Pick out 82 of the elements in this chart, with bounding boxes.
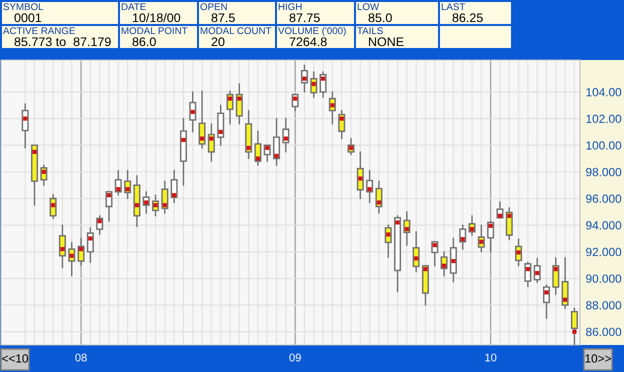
point [134, 203, 139, 208]
point [414, 256, 418, 261]
point [526, 267, 530, 272]
text: TAILS [357, 27, 383, 34]
text: 85.773 to 87.179 [14, 37, 111, 46]
text: 7264.8 [290, 37, 327, 46]
point [60, 247, 65, 252]
point [200, 136, 204, 141]
y-tick-label: 100.00 [586, 141, 622, 150]
x-tick-label: 10 [485, 354, 496, 362]
text: LOW [358, 3, 380, 10]
point [320, 76, 326, 81]
text: 87.75 [290, 13, 320, 22]
point [181, 138, 186, 142]
point [88, 236, 92, 241]
point [78, 247, 84, 252]
point [507, 214, 512, 218]
candlestick [570, 308, 578, 345]
point [488, 224, 493, 228]
text: 0001 [14, 13, 42, 22]
candlestick [356, 151, 364, 200]
text: MODAL POINT [122, 27, 188, 34]
y-tick-label: 92.000 [586, 248, 622, 256]
text: 86.25 [452, 13, 483, 22]
y-tick-label: 102.00 [586, 114, 622, 123]
point [404, 227, 409, 232]
text: ACTIVE RANGE [3, 27, 75, 34]
point [256, 156, 260, 161]
y-tick-label: 88.000 [586, 301, 622, 310]
candlestick [198, 90, 206, 149]
point [274, 154, 279, 158]
text: 10/18/00 [132, 13, 180, 22]
y-tick-label: 104.00 [586, 88, 622, 96]
point [106, 193, 112, 198]
point [572, 330, 576, 334]
y-tick-label: 98.000 [586, 168, 622, 176]
candlestick [236, 83, 243, 125]
point [228, 96, 232, 101]
point [554, 267, 558, 272]
point [460, 237, 465, 242]
point [162, 203, 167, 208]
point [32, 150, 37, 154]
x-tick-label: 09 [289, 354, 301, 362]
y-tick-label: 86.000 [586, 328, 622, 336]
text: SYMBOL [3, 3, 44, 10]
point [563, 298, 568, 302]
point [368, 187, 372, 192]
text: OPEN [200, 3, 227, 10]
point [246, 146, 251, 150]
y-tick-label: 94.000 [586, 221, 622, 230]
text: MODAL COUNT [200, 27, 272, 34]
text: HIGH [278, 3, 302, 10]
text: 85.0 [368, 13, 392, 22]
text: VOLUME ('000) [278, 27, 346, 36]
text: LAST [442, 3, 466, 10]
candlestick [58, 224, 66, 268]
point [451, 259, 456, 264]
point [395, 220, 400, 225]
point [209, 136, 214, 141]
point [218, 130, 223, 134]
point [442, 264, 446, 268]
point [358, 176, 362, 181]
point [376, 200, 382, 205]
point [172, 193, 176, 198]
point [116, 187, 120, 192]
text: 86.0 [132, 37, 156, 46]
text: DATE [122, 3, 146, 10]
point [23, 116, 28, 121]
point [51, 203, 56, 208]
text: NONE [369, 37, 404, 46]
y-tick-label: 96.000 [586, 194, 622, 203]
text: 20 [212, 37, 224, 46]
text: 10>> [585, 354, 611, 363]
point [98, 219, 102, 224]
y-tick-label: 90.000 [586, 274, 622, 283]
candlestick [562, 257, 569, 310]
text: 87.5 [212, 13, 235, 22]
point [340, 116, 344, 121]
x-tick-label: 08 [75, 354, 87, 362]
point [237, 96, 242, 101]
point [423, 267, 428, 272]
text: <<10 [2, 354, 28, 363]
